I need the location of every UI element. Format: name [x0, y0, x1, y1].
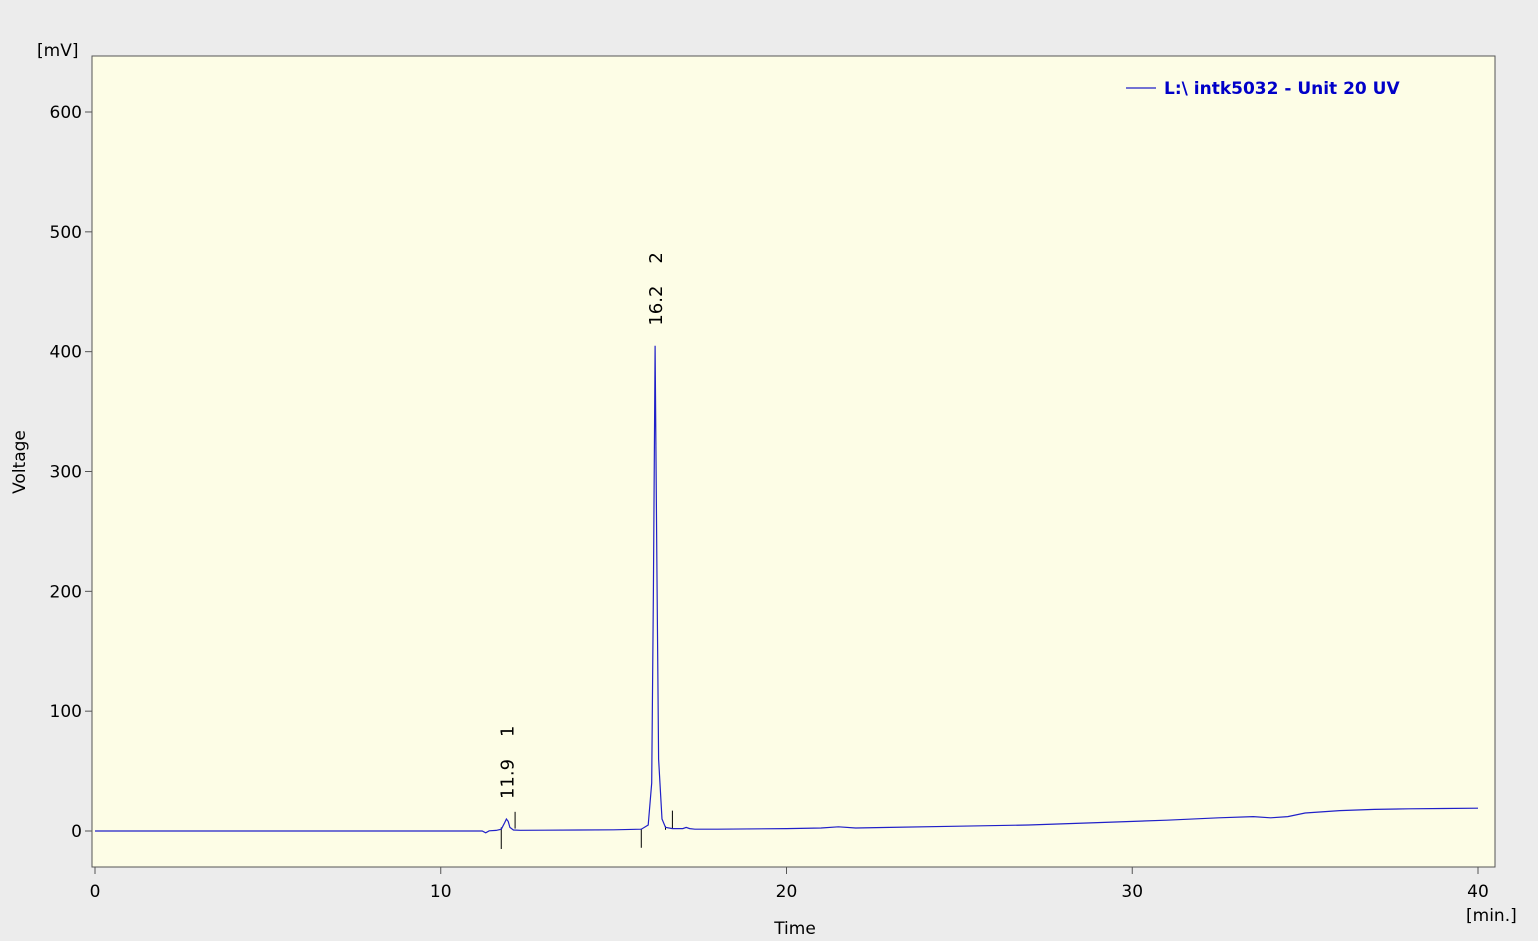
y-tick-label: 500 — [50, 223, 82, 243]
integration-markers — [500, 810, 673, 849]
x-tick-label: 10 — [430, 882, 452, 902]
peak-annotations: 11.9 1 16.2 2 — [497, 252, 667, 799]
y-tick-label: 0 — [71, 822, 82, 842]
y-axis-title: Voltage — [10, 430, 30, 494]
y-tick-label: 300 — [50, 463, 82, 483]
x-axis-ticks: 0 10 20 30 40 — [90, 867, 1489, 902]
x-axis-title: Time — [773, 919, 816, 939]
plot-area — [91, 55, 1496, 868]
peak-number: 2 — [646, 252, 667, 263]
x-tick-label: 40 — [1467, 882, 1489, 902]
y-tick-label: 400 — [50, 343, 82, 363]
peak-number: 1 — [497, 726, 518, 737]
y-unit-label: [mV] — [37, 41, 78, 61]
series-line — [95, 345, 1479, 834]
legend-entry: L:\ intk5032 - Unit 20 UV — [1164, 79, 1400, 99]
y-tick-label: 200 — [50, 582, 82, 602]
peak-retention-time: 11.9 — [497, 759, 518, 799]
x-tick-label: 0 — [90, 882, 101, 902]
x-unit-label: [min.] — [1466, 906, 1517, 926]
x-tick-label: 20 — [776, 882, 798, 902]
y-tick-label: 600 — [50, 103, 82, 123]
y-tick-label: 100 — [50, 702, 82, 722]
peak-retention-time: 16.2 — [646, 286, 667, 326]
x-tick-label: 30 — [1121, 882, 1143, 902]
legend: L:\ intk5032 - Unit 20 UV — [1126, 79, 1400, 99]
y-axis-ticks: 0 100 200 300 400 500 600 — [50, 103, 92, 842]
